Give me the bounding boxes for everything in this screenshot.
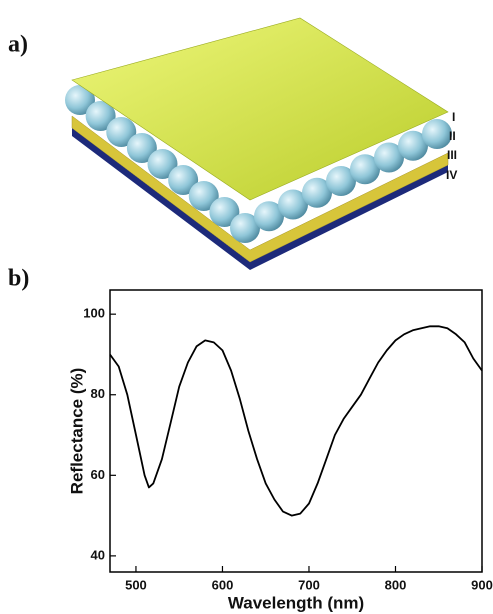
sphere: [278, 189, 308, 220]
y-tick-label: 100: [83, 306, 105, 321]
sphere: [398, 130, 428, 161]
x-tick-label: 800: [385, 577, 407, 592]
x-tick-label: 500: [125, 577, 147, 592]
sphere: [326, 166, 356, 196]
sphere: [254, 201, 284, 232]
sphere: [106, 117, 137, 147]
sphere: [350, 154, 380, 185]
sphere: [422, 119, 452, 149]
sphere: [302, 177, 332, 208]
layer-label: III: [447, 148, 457, 162]
y-axis-title: Reflectance (%): [67, 368, 86, 495]
sphere: [126, 133, 157, 163]
y-tick-label: 40: [91, 547, 105, 562]
layer-label: IV: [446, 168, 457, 182]
y-tick-label: 60: [91, 467, 105, 482]
sphere: [65, 85, 95, 115]
plot-frame: [109, 289, 483, 573]
x-tick-label: 700: [298, 577, 320, 592]
y-tick-label: 80: [91, 386, 105, 401]
layer-label: II: [449, 129, 456, 143]
x-axis-title: Wavelength (nm): [228, 593, 364, 612]
gold-layer: [71, 115, 449, 263]
sphere: [85, 101, 116, 131]
panel-label: a): [8, 32, 28, 58]
panel-label: b): [8, 266, 29, 292]
sphere: [168, 165, 199, 195]
layer-label: I: [452, 110, 455, 124]
sphere: [374, 142, 404, 173]
sphere: [209, 197, 240, 227]
spectrum-line: [109, 325, 483, 517]
x-tick-label: 600: [212, 577, 234, 592]
x-tick-label: 900: [471, 577, 493, 592]
sphere-layer: [65, 85, 452, 243]
sphere: [147, 149, 178, 179]
polymer-top: [71, 17, 449, 201]
sphere: [188, 181, 219, 211]
sphere: [230, 213, 260, 243]
